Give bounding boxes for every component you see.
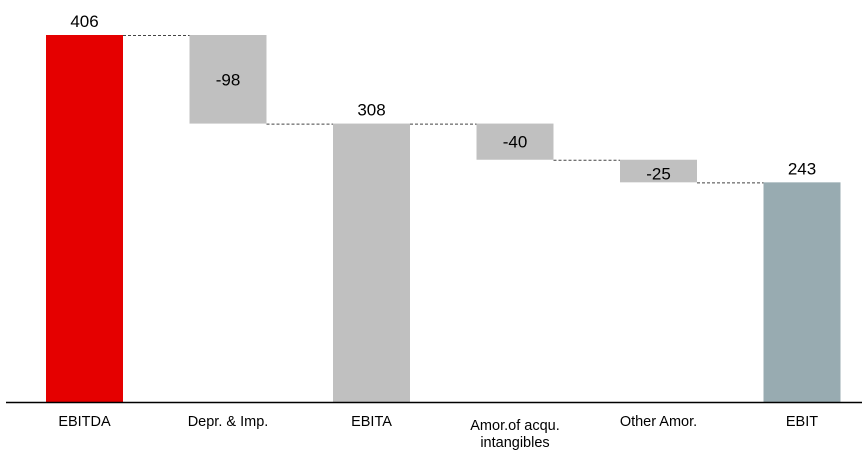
category-label-amor-of-acqu-intangibles: Amor.of acqu. intangibles <box>470 418 559 451</box>
category-label-line: EBITA <box>351 414 392 430</box>
value-label-amor-of-acqu-intangibles: -40 <box>503 133 528 152</box>
bar-other-amor <box>620 159 697 183</box>
category-label-line: intangibles <box>480 435 549 451</box>
bar-depr-imp <box>189 35 267 124</box>
bar-amor-of-acqu-intangibles <box>476 123 554 160</box>
value-label-depr-imp: -98 <box>216 70 241 89</box>
category-label-other-amor: Other Amor. <box>620 414 697 430</box>
category-labels: EBITDA Depr. & Imp. EBITA Amor.of acqu. inta… <box>58 414 818 451</box>
category-label-line: Depr. & Imp. <box>188 414 269 430</box>
category-label-line: Amor.of acqu. <box>470 418 559 434</box>
category-label-ebita: EBITA <box>351 414 392 430</box>
value-labels: 406 -98 308 -40 -25 243 <box>70 12 816 183</box>
bar-ebit <box>763 182 841 402</box>
bar-ebita <box>333 123 410 402</box>
bar-ebitda <box>46 35 123 402</box>
connector-lines <box>123 35 764 184</box>
value-label-ebita: 308 <box>357 101 385 120</box>
value-label-other-amor: -25 <box>646 164 671 183</box>
category-label-ebitda: EBITDA <box>58 414 111 430</box>
category-label-line: EBITDA <box>58 414 111 430</box>
category-label-depr-imp: Depr. & Imp. <box>188 414 269 430</box>
category-label-line: EBIT <box>786 414 818 430</box>
category-label-line: Other Amor. <box>620 414 697 430</box>
category-label-ebit: EBIT <box>786 414 818 430</box>
value-label-ebit: 243 <box>788 159 816 178</box>
bars <box>46 35 841 402</box>
value-label-ebitda: 406 <box>70 12 98 31</box>
